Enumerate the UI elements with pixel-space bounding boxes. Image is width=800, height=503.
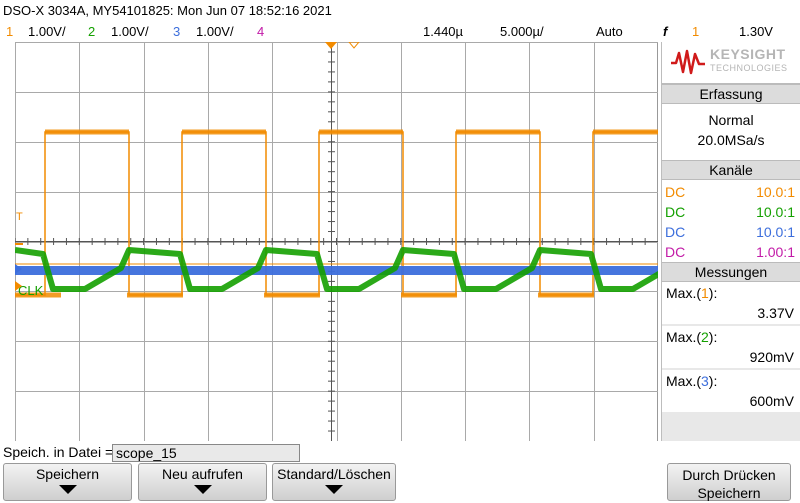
trigger-level-marker: T bbox=[16, 211, 23, 223]
logo-word: KEYSIGHT bbox=[710, 46, 786, 62]
recall-arrow-icon bbox=[193, 485, 212, 494]
save-file-label: Speich. in Datei = bbox=[3, 444, 114, 460]
waveform-graticule: T CLK bbox=[15, 42, 658, 441]
title-bar: DSO-X 3034A, MY54101825: Mon Jun 07 18:5… bbox=[0, 0, 800, 22]
waveform-display[interactable]: T CLK bbox=[15, 42, 658, 441]
keysight-logo: KEYSIGHT TECHNOLOGIES bbox=[662, 42, 800, 84]
channel-4-coupling: DC bbox=[665, 244, 686, 260]
keysight-wave-icon bbox=[671, 49, 705, 75]
measurement-1: Max.(1): 3.37V bbox=[662, 282, 800, 326]
measurement-2-value: 920mV bbox=[749, 349, 794, 365]
timebase-scale[interactable]: 5.000µ/ bbox=[500, 24, 544, 39]
ch2-scale[interactable]: 1.00V/ bbox=[111, 24, 149, 39]
ch1-ground-icon bbox=[15, 281, 22, 291]
ch4-number[interactable]: 4 bbox=[257, 24, 265, 39]
trigger-position-icon bbox=[325, 42, 337, 49]
acquisition-body[interactable]: Normal 20.0MSa/s bbox=[662, 104, 800, 160]
measurement-1-value: 3.37V bbox=[757, 305, 794, 321]
ch2-trace bbox=[15, 247, 658, 292]
logo-subtitle: TECHNOLOGIES bbox=[710, 63, 788, 73]
channel-row-2: DC 10.0:1 bbox=[662, 202, 800, 222]
ch3-scale[interactable]: 1.00V/ bbox=[196, 24, 234, 39]
ch3-ground-icon bbox=[15, 264, 22, 274]
trigger-edge-icon: f bbox=[663, 24, 668, 39]
press-to-save-softkey[interactable]: Durch Drücken Speichern bbox=[667, 463, 791, 501]
save-softkey-label: Speichern bbox=[35, 466, 100, 482]
channel-bar: 1 1.00V/ 2 1.00V/ 3 1.00V/ 4 1.440µ 5.00… bbox=[0, 22, 800, 42]
ch3-number[interactable]: 3 bbox=[173, 24, 181, 39]
trigger-mode[interactable]: Auto bbox=[596, 24, 623, 39]
trigger-source[interactable]: 1 bbox=[692, 24, 700, 39]
save-softkey[interactable]: Speichern bbox=[3, 463, 132, 501]
trigger-level[interactable]: 1.30V bbox=[739, 24, 773, 39]
press-to-save-line2: Speichern bbox=[697, 485, 761, 501]
channel-1-coupling: DC bbox=[665, 184, 686, 200]
channel-row-3: DC 10.0:1 bbox=[662, 222, 800, 242]
acquisition-mode: Normal bbox=[708, 112, 754, 128]
title-text: DSO-X 3034A, MY54101825: Mon Jun 07 18:5… bbox=[3, 3, 332, 18]
default-erase-softkey[interactable]: Standard/Löschen bbox=[272, 463, 396, 501]
ch2-clk-label: CLK bbox=[18, 283, 44, 298]
save-arrow-icon bbox=[58, 485, 77, 494]
channel-3-probe: 10.0:1 bbox=[756, 224, 795, 240]
measurement-3-label: Max.(3): bbox=[666, 373, 718, 389]
measurement-3: Max.(3): 600mV bbox=[662, 370, 800, 414]
ch1-scale[interactable]: 1.00V/ bbox=[28, 24, 66, 39]
press-to-save-line1: Durch Drücken bbox=[682, 467, 776, 483]
measurement-1-label: Max.(1): bbox=[666, 285, 718, 301]
measurements-header: Messungen bbox=[662, 262, 800, 282]
measurement-3-value: 600mV bbox=[749, 393, 794, 409]
channel-row-4: DC 1.00:1 bbox=[662, 242, 800, 262]
acquisition-header: Erfassung bbox=[662, 84, 800, 104]
channel-row-1: DC 10.0:1 bbox=[662, 182, 800, 202]
ch2-number[interactable]: 2 bbox=[88, 24, 96, 39]
timebase-delay[interactable]: 1.440µ bbox=[423, 24, 464, 39]
channels-body[interactable]: DC 10.0:1 DC 10.0:1 DC 10.0:1 DC 1.00:1 bbox=[662, 180, 800, 262]
default-erase-softkey-label: Standard/Löschen bbox=[277, 466, 391, 482]
side-panel: KEYSIGHT TECHNOLOGIES Erfassung Normal 2… bbox=[661, 42, 800, 441]
measurement-2: Max.(2): 920mV bbox=[662, 326, 800, 370]
recall-softkey[interactable]: Neu aufrufen bbox=[138, 463, 267, 501]
ch3-trace bbox=[15, 266, 658, 275]
save-filename-field[interactable]: scope_15 bbox=[112, 444, 300, 462]
channel-3-coupling: DC bbox=[665, 224, 686, 240]
channel-2-probe: 10.0:1 bbox=[756, 204, 795, 220]
delay-marker-icon bbox=[348, 42, 360, 49]
ch1-number[interactable]: 1 bbox=[6, 24, 14, 39]
measurements-body[interactable]: Max.(1): 3.37V Max.(2): 920mV Max.(3): 6… bbox=[662, 282, 800, 414]
channel-1-probe: 10.0:1 bbox=[756, 184, 795, 200]
default-erase-arrow-icon bbox=[325, 485, 343, 494]
channel-4-probe: 1.00:1 bbox=[756, 244, 795, 260]
acquisition-rate: 20.0MSa/s bbox=[697, 132, 765, 148]
channels-header: Kanäle bbox=[662, 160, 800, 180]
measurement-2-label: Max.(2): bbox=[666, 329, 718, 345]
recall-softkey-label: Neu aufrufen bbox=[162, 466, 243, 482]
channel-2-coupling: DC bbox=[665, 204, 686, 220]
